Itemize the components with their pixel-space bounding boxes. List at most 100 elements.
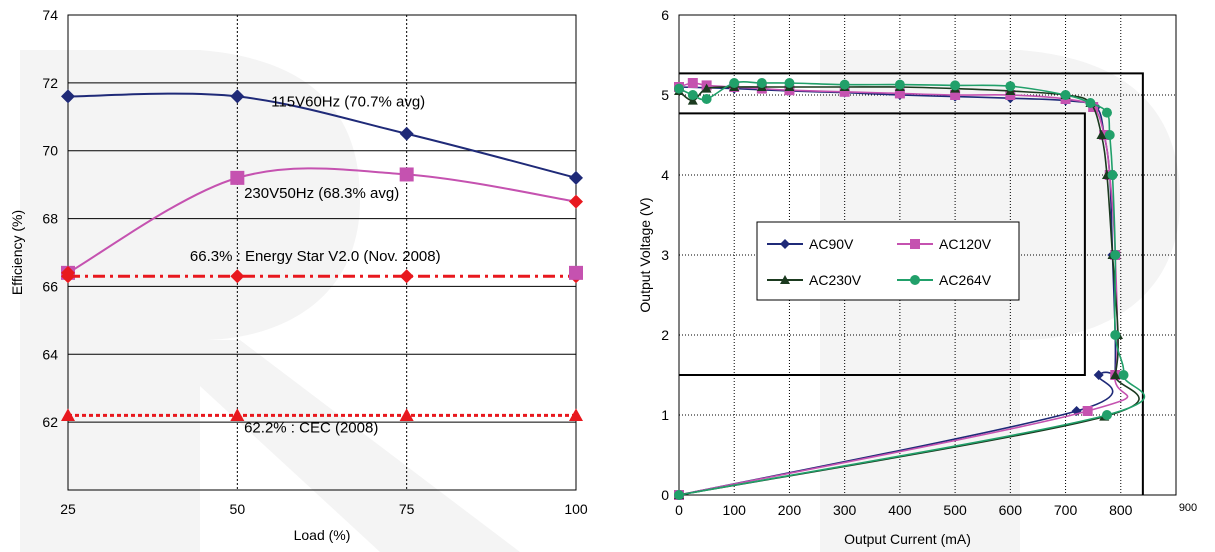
watermark-background [20, 50, 1180, 552]
vi-x-tick-label: 100 [723, 502, 747, 518]
vi-y-tick-label: 5 [661, 87, 669, 103]
vi-y-tick-label: 2 [661, 327, 669, 343]
efficiency-annotation: 66.3% : Energy Star V2.0 (Nov. 2008) [190, 248, 441, 265]
vi-data-point [756, 78, 767, 88]
vi-data-point [1085, 98, 1096, 108]
vi-data-point [674, 490, 684, 500]
vi-data-point [687, 90, 698, 100]
vi-legend-label: AC90V [809, 236, 854, 252]
vi-plot-area [674, 72, 1146, 500]
efficiency-x-tick-label: 100 [564, 501, 588, 517]
voltage-current-chart: 0 1 2 3 4 5 6 0 100 200 300 400 500 600 700 800 900 AC90… [637, 7, 1197, 547]
vi-legend-marker [780, 275, 790, 284]
efficiency-y-tick-label: 74 [42, 7, 58, 23]
vi-legend-box [756, 221, 1020, 301]
efficiency-data-point [230, 408, 245, 421]
efficiency-series-line [67, 92, 577, 179]
vi-y-tick-label: 4 [661, 167, 669, 183]
vi-legend-marker [780, 239, 790, 249]
efficiency-annotation: 62.2% : CEC (2008) [244, 419, 378, 436]
efficiency-data-point [569, 170, 583, 185]
efficiency-data-point [230, 89, 245, 104]
vi-data-point [1107, 170, 1118, 180]
efficiency-data-point [569, 194, 583, 209]
efficiency-data-point [230, 269, 245, 284]
efficiency-x-tick-label: 25 [60, 501, 76, 517]
vi-data-point [687, 95, 698, 105]
vi-data-point [701, 83, 712, 93]
vi-data-point [950, 80, 961, 91]
vi-data-point [1104, 130, 1115, 140]
efficiency-data-point [569, 265, 583, 280]
vi-legend-label: AC120V [939, 236, 992, 252]
vi-data-point [701, 94, 712, 104]
vi-legend: AC90V AC120V AC230V AC264V [756, 221, 1020, 301]
vi-legend-marker [910, 239, 920, 249]
vi-data-point [1096, 130, 1107, 139]
vi-data-point [950, 90, 961, 100]
vi-data-point [1005, 81, 1016, 92]
vi-data-point [784, 78, 795, 88]
efficiency-y-tick-label: 72 [42, 75, 58, 91]
efficiency-data-point [569, 408, 583, 421]
efficiency-data-point [61, 408, 75, 421]
efficiency-data-point [399, 126, 414, 141]
vi-x-tick-label: 700 [1054, 502, 1078, 518]
vi-data-point [687, 78, 698, 88]
vi-data-point [1101, 410, 1112, 420]
vi-x-tick-label: 500 [943, 502, 967, 518]
efficiency-x-tick-label: 75 [399, 501, 415, 517]
vi-legend-label: AC264V [939, 272, 992, 288]
efficiency-series-line [67, 167, 577, 274]
vi-data-point [729, 78, 740, 88]
efficiency-annotation: 230V50Hz (68.3% avg) [244, 185, 399, 202]
vi-data-point [839, 86, 850, 97]
efficiency-y-tick-label: 68 [42, 211, 58, 227]
vi-data-point [1093, 370, 1104, 380]
efficiency-data-point [61, 265, 75, 280]
efficiency-x-tick-label: 50 [230, 501, 246, 517]
efficiency-y-tick-label: 62 [42, 414, 58, 430]
vi-series-line [678, 81, 1146, 496]
vi-data-point [1118, 370, 1129, 380]
vi-spec-boundary [679, 112, 1086, 376]
vi-data-point [1110, 370, 1121, 379]
vi-y-tick-label: 6 [661, 7, 669, 23]
vi-legend-label: AC230V [809, 272, 862, 288]
vi-x-tick-label: 300 [833, 502, 857, 518]
efficiency-data-point [61, 89, 75, 104]
efficiency-annotations: 115V60Hz (70.7% avg) 230V50Hz (68.3% avg)… [190, 94, 441, 437]
vi-data-point [894, 79, 905, 90]
vi-data-point [894, 88, 905, 99]
vi-legend-marker [910, 275, 920, 285]
efficiency-y-axis-label: Efficiency (%) [9, 210, 25, 295]
efficiency-data-point [399, 408, 414, 421]
vi-x-tick-label: 0 [675, 502, 683, 518]
vi-x-tick-label: 600 [999, 502, 1023, 518]
vi-data-point [839, 79, 850, 90]
efficiency-data-point [399, 269, 414, 284]
vi-spec-boundary [679, 72, 1144, 495]
vi-tick-labels: 0 1 2 3 4 5 6 0 100 200 300 400 500 600 700 800 900 [661, 7, 1197, 518]
vi-x-tick-label: 900 [1179, 502, 1197, 514]
vi-x-tick-label: 800 [1109, 502, 1133, 518]
efficiency-data-point [230, 170, 245, 185]
vi-data-point [1101, 107, 1112, 118]
vi-x-axis-label: Output Current (mA) [844, 531, 971, 547]
efficiency-x-axis-label: Load (%) [294, 527, 351, 543]
vi-y-tick-label: 0 [661, 487, 669, 503]
vi-data-point [1110, 250, 1121, 260]
efficiency-data-point [399, 167, 414, 182]
efficiency-annotation: 115V60Hz (70.7% avg) [271, 94, 425, 111]
vi-data-point [1060, 90, 1071, 100]
vi-x-tick-label: 200 [778, 502, 802, 518]
efficiency-y-tick-label: 64 [42, 346, 58, 362]
vi-data-point [674, 83, 684, 94]
efficiency-y-tick-label: 70 [42, 143, 58, 159]
efficiency-y-tick-label: 66 [42, 278, 58, 294]
efficiency-chart: 62 64 66 68 70 72 74 25 50 75 100 115V60Hz (70.7% … [9, 7, 588, 543]
vi-y-tick-label: 3 [661, 247, 669, 263]
vi-y-axis-label: Output Voltage (V) [637, 197, 653, 312]
efficiency-plot-area [61, 89, 583, 421]
